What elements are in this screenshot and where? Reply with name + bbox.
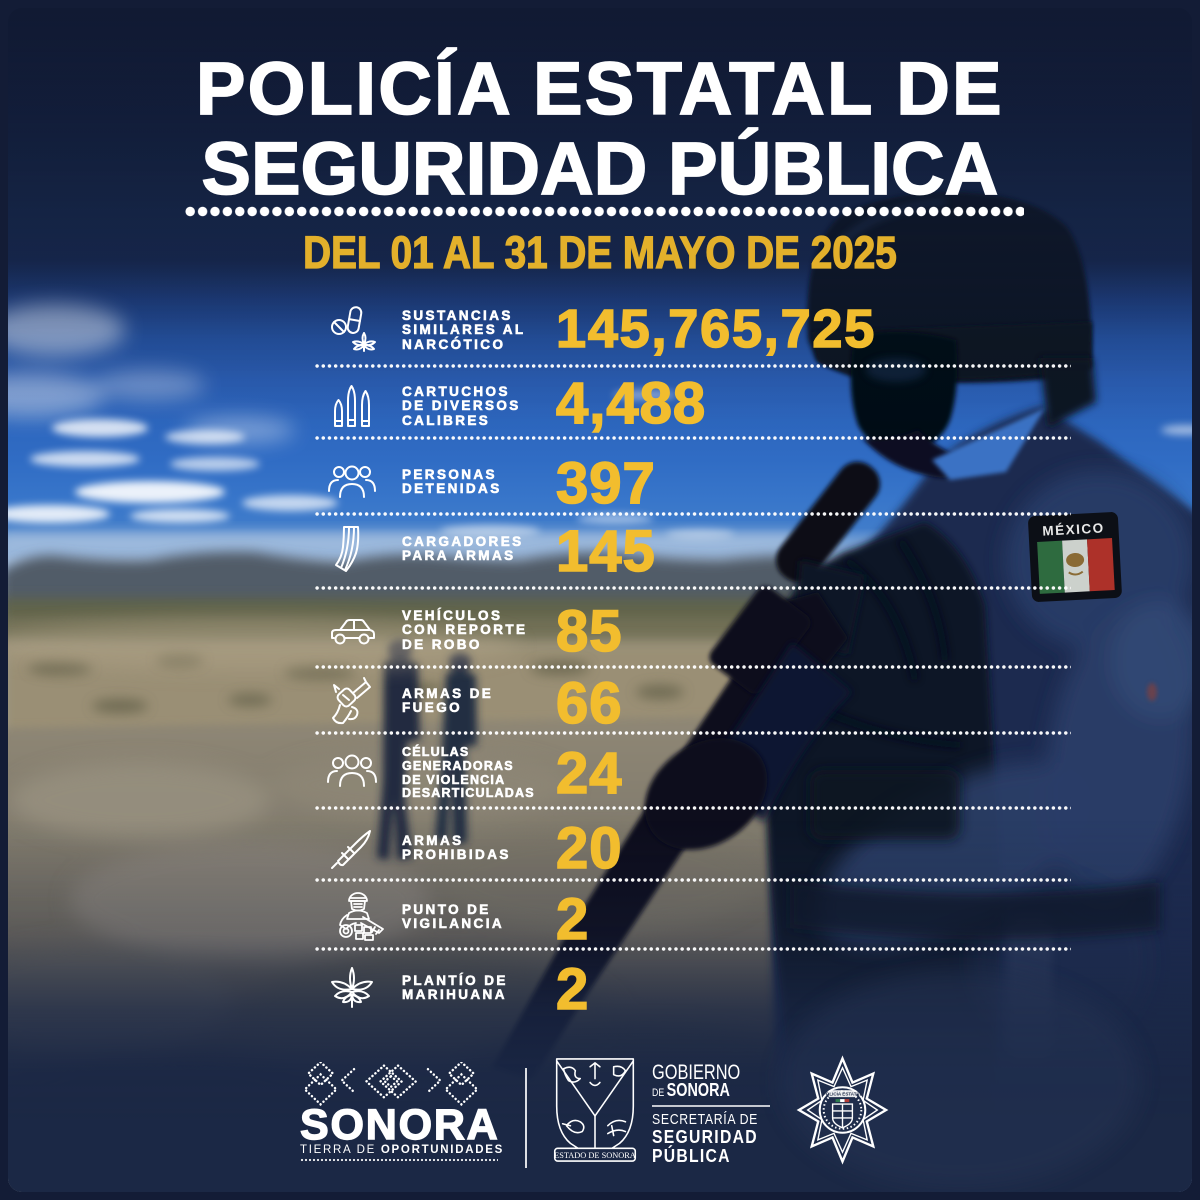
svg-text:ESTADO DE SONORA: ESTADO DE SONORA xyxy=(554,1151,636,1160)
svg-text:POLICÍA ESTATAL: POLICÍA ESTATAL xyxy=(823,1090,863,1097)
